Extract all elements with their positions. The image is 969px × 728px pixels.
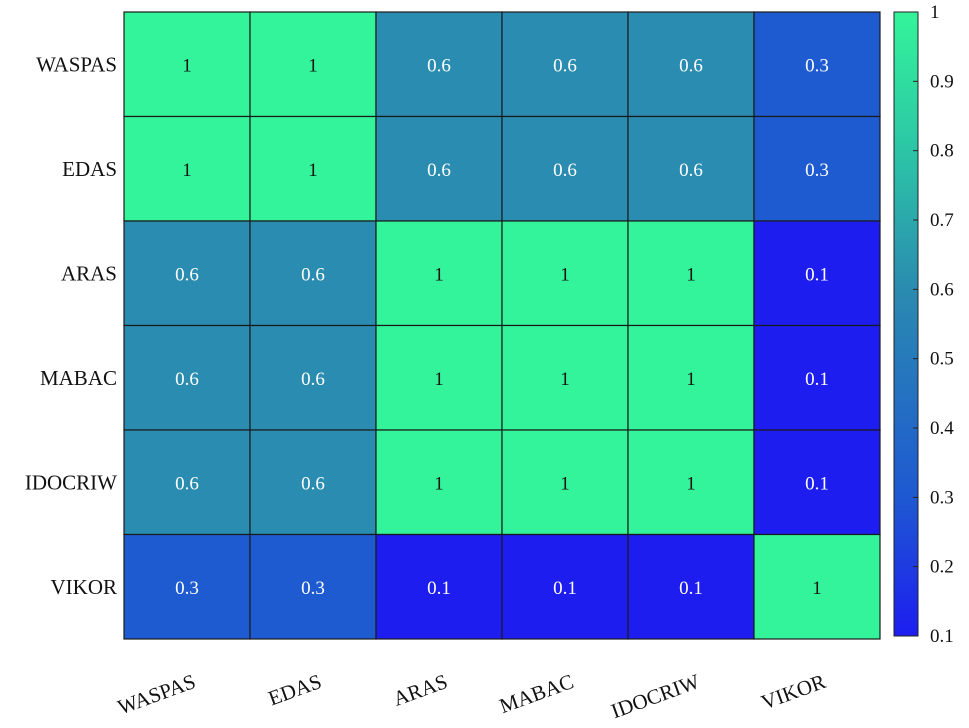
- cell-value-label: 1: [308, 160, 318, 181]
- cell-value-label: 0.6: [427, 160, 451, 181]
- colorbar-tick-label: 0.5: [930, 349, 954, 370]
- heatmap-cell: [627, 429, 755, 536]
- heatmap-cell: [753, 11, 881, 118]
- cell-value-label: 0.6: [175, 473, 199, 494]
- cell-value-label: 0.6: [679, 160, 703, 181]
- heatmap-cell: [123, 324, 251, 431]
- cell-value-label: 1: [182, 160, 192, 181]
- column-labels: WASPAS EDAS ARAS MABAC IDOCRIW VIKOR: [114, 669, 828, 723]
- heatmap-cell: [753, 115, 881, 222]
- heatmap-cell: [627, 533, 755, 640]
- heatmap-cell: [249, 220, 377, 327]
- cell-value-label: 0.6: [301, 264, 325, 285]
- column-tick-label: EDAS: [265, 669, 325, 710]
- cell-value-label: 0.1: [553, 578, 577, 599]
- cell-value-label: 0.1: [427, 578, 451, 599]
- heatmap-cell: [375, 324, 503, 431]
- heatmap-cell: [501, 220, 629, 327]
- cell-value-label: 1: [560, 264, 570, 285]
- colorbar-tick-label: 0.4: [930, 418, 954, 439]
- cell-value-label: 0.1: [805, 264, 829, 285]
- colorbar-tick-label: 0.9: [930, 71, 954, 92]
- colorbar-tick-label: 0.7: [930, 210, 954, 231]
- cell-value-label: 1: [686, 369, 696, 390]
- row-tick-label: VIKOR: [51, 575, 118, 599]
- cell-value-label: 1: [560, 369, 570, 390]
- row-tick-label: WASPAS: [36, 52, 117, 76]
- colorbar-ticks: 0.1 0.2 0.3 0.4 0.5 0.6 0.7 0.8 0.9 1: [913, 2, 954, 647]
- colorbar-gradient: [893, 11, 919, 637]
- cell-value-label: 1: [812, 578, 822, 599]
- row-tick-label: MABAC: [40, 366, 117, 390]
- cell-value-label: 1: [686, 264, 696, 285]
- cell-value-label: 1: [434, 369, 444, 390]
- cell-value-label: 0.6: [175, 369, 199, 390]
- heatmap-cell: [501, 11, 629, 118]
- heatmap-cell: [753, 429, 881, 536]
- cell-value-label: 0.3: [175, 578, 199, 599]
- heatmap-cell: [627, 11, 755, 118]
- heatmap-cell: [501, 429, 629, 536]
- heatmap-cell: [123, 11, 251, 118]
- cell-value-label: 1: [434, 264, 444, 285]
- heatmap-cell: [753, 533, 881, 640]
- heatmap-cell: [375, 429, 503, 536]
- heatmap-cells: 1 1 0.6 0.6 0.6 0.3 1 1 0.6 0.6 0.6 0.3 0.6 0.6 1 1 1 0.1…: [123, 11, 881, 640]
- cell-value-label: 0.6: [679, 55, 703, 76]
- heatmap-cell: [501, 115, 629, 222]
- heatmap-cell: [123, 533, 251, 640]
- heatmap-cell: [375, 11, 503, 118]
- heatmap-cell: [627, 220, 755, 327]
- cell-value-label: 1: [686, 473, 696, 494]
- heatmap-cell: [123, 220, 251, 327]
- heatmap-cell: [501, 324, 629, 431]
- colorbar-tick-label: 0.8: [930, 141, 954, 162]
- colorbar-tick-label: 0.1: [930, 626, 954, 647]
- heatmap-cell: [501, 533, 629, 640]
- cell-value-label: 1: [308, 55, 318, 76]
- cell-value-label: 0.6: [553, 55, 577, 76]
- heatmap-cell: [249, 115, 377, 222]
- heatmap-cell: [753, 324, 881, 431]
- colorbar-tick-label: 0.6: [930, 279, 954, 300]
- cell-value-label: 0.1: [805, 369, 829, 390]
- heatmap-cell: [753, 220, 881, 327]
- cell-value-label: 1: [434, 473, 444, 494]
- cell-value-label: 0.6: [427, 55, 451, 76]
- cell-value-label: 0.3: [805, 160, 829, 181]
- column-tick-label: MABAC: [496, 669, 577, 718]
- colorbar-tick-label: 0.3: [930, 487, 954, 508]
- column-tick-label: IDOCRIW: [608, 669, 703, 723]
- row-tick-label: IDOCRIW: [25, 470, 117, 494]
- heatmap-cell: [375, 220, 503, 327]
- colorbar-tick-label: 0.2: [930, 557, 954, 578]
- cell-value-label: 1: [560, 473, 570, 494]
- cell-value-label: 0.1: [805, 473, 829, 494]
- cell-value-label: 0.3: [805, 55, 829, 76]
- column-tick-label: ARAS: [390, 669, 451, 711]
- row-tick-label: ARAS: [61, 261, 117, 285]
- colorbar-tick-label: 1: [930, 2, 940, 23]
- colorbar: 0.1 0.2 0.3 0.4 0.5 0.6 0.7 0.8 0.9 1: [893, 2, 954, 647]
- cell-value-label: 0.6: [175, 264, 199, 285]
- cell-value-label: 0.6: [301, 473, 325, 494]
- heatmap-cell: [249, 324, 377, 431]
- heatmap-cell: [627, 324, 755, 431]
- column-tick-label: VIKOR: [758, 669, 829, 714]
- cell-value-label: 0.6: [553, 160, 577, 181]
- heatmap-cell: [123, 429, 251, 536]
- cell-value-label: 0.6: [301, 369, 325, 390]
- column-tick-label: WASPAS: [114, 669, 198, 719]
- heatmap-cell: [249, 11, 377, 118]
- cell-value-label: 0.1: [679, 578, 703, 599]
- cell-value-label: 1: [182, 55, 192, 76]
- row-labels: WASPAS EDAS ARAS MABAC IDOCRIW VIKOR: [25, 52, 117, 599]
- cell-value-label: 0.3: [301, 578, 325, 599]
- row-tick-label: EDAS: [62, 157, 117, 181]
